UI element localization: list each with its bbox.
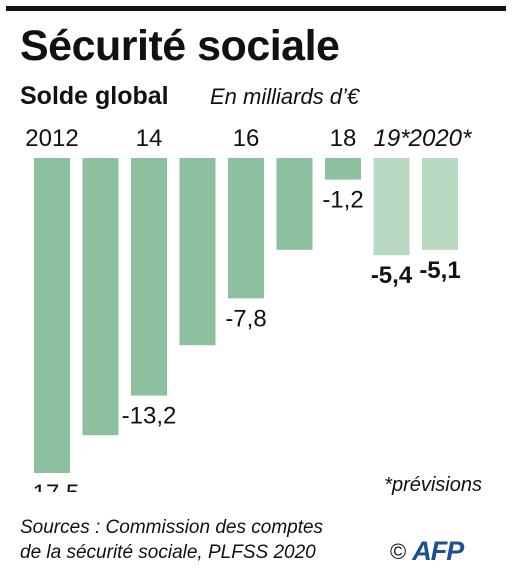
forecast-footnote: *prévisions [384,474,482,496]
data-label: -7,8 [225,305,266,332]
sources: Sources : Commission des comptes de la s… [20,515,323,565]
bar-2019* [373,158,410,256]
chart-subtitle: Solde global [20,82,169,110]
bar-2017 [276,158,313,250]
sources-line-1: Sources : Commission des comptes [20,517,324,538]
bar-2012 [34,158,70,473]
sources-line-2: de la sécurité sociale, PLFSS 2020 [20,542,316,563]
x-tick-label: 2020* [408,125,472,152]
data-label: -1,2 [322,187,363,214]
x-tick-label: 2012 [25,125,78,152]
x-tick-label: 16 [233,125,260,152]
bar-2018 [325,158,361,180]
data-label: -17,5 [25,480,80,492]
data-label: -13,2 [122,403,177,430]
bar-2013 [82,158,119,436]
x-tick-label: 19* [373,125,410,152]
data-label: -5,4 [371,262,413,289]
x-tick-label: 14 [136,125,163,152]
afp-logo: AFP [412,536,464,566]
bar-2020* [422,158,458,250]
bar-chart: 2012 -17,5 14 -13,2 16 -7,8 18 -1,2 19* -5,4 2020*… [25,125,472,492]
x-tick-label: 18 [330,125,357,152]
credit: © AFP [390,536,464,567]
chart-title: Sécurité sociale [20,22,340,70]
data-label: -5,1 [419,257,460,284]
bar-2016 [228,158,264,299]
copyright-symbol: © [390,538,407,564]
unit-label: En milliards d’€ [210,84,360,109]
top-rule [6,6,506,11]
bar-2014 [131,158,167,396]
bar-2015 [179,158,216,346]
